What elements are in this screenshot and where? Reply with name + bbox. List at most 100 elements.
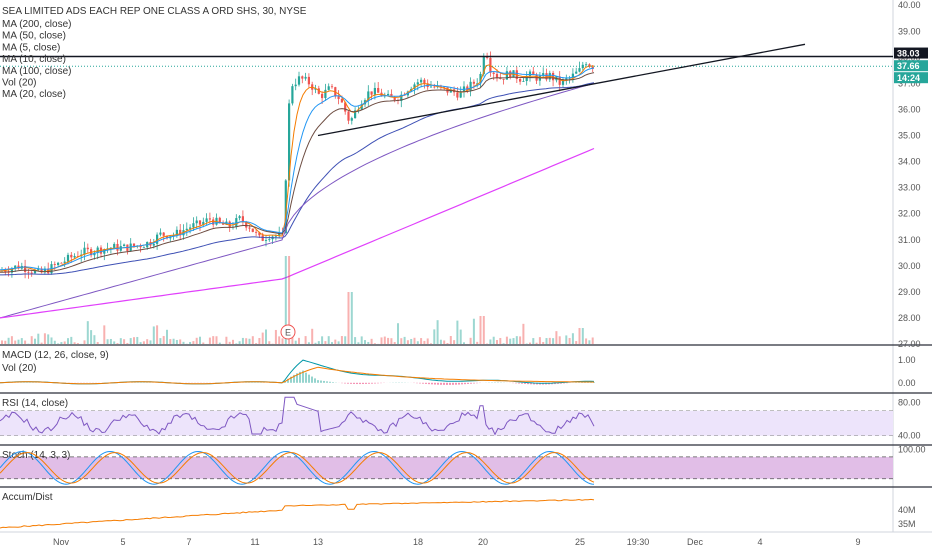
macd-histogram-bar [326, 381, 328, 383]
candle-body [558, 76, 561, 85]
candle-body [241, 216, 244, 222]
trend-line [317, 43, 806, 137]
candle-body [7, 271, 10, 273]
price-axis-tick: 36.00 [898, 104, 921, 114]
macd-histogram-bar [449, 382, 451, 385]
candle-body [360, 104, 363, 110]
volume-bar [129, 338, 132, 344]
candle-body [288, 103, 291, 181]
earnings-marker-label: E [285, 328, 291, 338]
macd-histogram-bar [422, 382, 424, 384]
candle-body [152, 243, 155, 246]
volume-bar [225, 336, 228, 344]
volume-bar [304, 336, 307, 344]
candle-body [40, 268, 43, 273]
volume-bar [347, 292, 350, 344]
volume-bar [73, 342, 76, 344]
candle-body [367, 91, 370, 101]
volume-bar [152, 326, 155, 344]
macd-histogram-bar [377, 382, 379, 384]
macd-histogram-bar [524, 382, 526, 384]
macd-histogram-bar [536, 382, 538, 385]
price-axis-tick: 37.00 [898, 78, 921, 88]
candle-body [528, 71, 532, 76]
candle-body [469, 81, 472, 91]
candle-body [578, 68, 581, 72]
macd-histogram-bar [581, 382, 583, 383]
volume-bar [179, 339, 182, 344]
candle-body [86, 247, 89, 250]
candle-body [251, 228, 254, 232]
candle-body [390, 93, 393, 98]
candle-body [505, 71, 508, 80]
volume-bar [502, 343, 505, 344]
macd-histogram-bar [311, 376, 313, 383]
candle-body [208, 218, 211, 220]
macd-histogram-bar [452, 382, 454, 385]
candle-body [142, 247, 145, 249]
accum-line [0, 498, 595, 529]
volume-bar [83, 340, 86, 344]
volume-bar [34, 338, 36, 344]
volume-bar [166, 329, 168, 344]
ma20-line [0, 72, 595, 273]
volume-bar [416, 341, 419, 344]
macd-signal-line [0, 366, 595, 385]
macd-histogram-bar [329, 381, 331, 383]
macd-histogram-bar [374, 382, 376, 384]
volume-bar [370, 338, 373, 344]
volume-bar [136, 336, 139, 344]
time-axis-tick: 13 [313, 537, 323, 547]
macd-histogram-bar [560, 382, 562, 384]
candle-body [420, 79, 423, 83]
macd-histogram-bar [290, 376, 292, 383]
volume-bar [558, 336, 561, 344]
volume-bar [420, 338, 423, 344]
macd-histogram-bar [365, 382, 367, 384]
candle-body [492, 72, 495, 74]
volume-bar [538, 337, 541, 344]
price-tag-label: 37.66 [897, 61, 920, 71]
macd-histogram-bar [443, 382, 445, 385]
volume-bar [255, 343, 258, 344]
volume-bar [568, 337, 571, 344]
candle-body [552, 72, 555, 81]
volume-bar [489, 339, 492, 344]
macd-histogram-bar [563, 382, 565, 384]
legend-entry: Vol (20) [2, 78, 36, 89]
volume-bar [334, 339, 337, 344]
candle-body [179, 229, 182, 236]
volume-bar [387, 337, 390, 344]
legend-entry: MA (10, close) [2, 54, 66, 65]
volume-bar [492, 336, 495, 344]
volume-bar [542, 342, 545, 344]
macd-histogram-bar [593, 382, 595, 383]
rsi-band [0, 410, 893, 436]
macd-axis-tick: 0.00 [898, 378, 916, 388]
volume-bar [139, 342, 142, 344]
volume-bar [565, 335, 568, 344]
candle-body [73, 256, 76, 258]
volume-bar [463, 342, 465, 344]
candle-body [113, 243, 116, 248]
volume-bar [578, 328, 581, 344]
time-axis-tick: 4 [757, 537, 762, 547]
volume-bar [291, 334, 294, 344]
volume-bar [505, 336, 508, 344]
candle-body [139, 245, 142, 248]
chart-title: SEA LIMITED ADS EACH REP ONE CLASS A ORD… [2, 6, 307, 17]
candle-body [53, 264, 56, 265]
candle-body [416, 82, 419, 85]
price-tag-label: 14:24 [897, 73, 920, 83]
volume-bar [380, 337, 383, 344]
price-axis-tick: 34.00 [898, 157, 921, 167]
volume-bar [390, 338, 393, 344]
candle-body [433, 86, 436, 88]
macd-histogram-bar [515, 382, 517, 384]
time-axis-tick: Dec [687, 537, 704, 547]
volume-bar [519, 336, 522, 344]
volume-bar [116, 343, 119, 344]
candle-body [443, 86, 446, 88]
volume-bar [218, 342, 221, 344]
